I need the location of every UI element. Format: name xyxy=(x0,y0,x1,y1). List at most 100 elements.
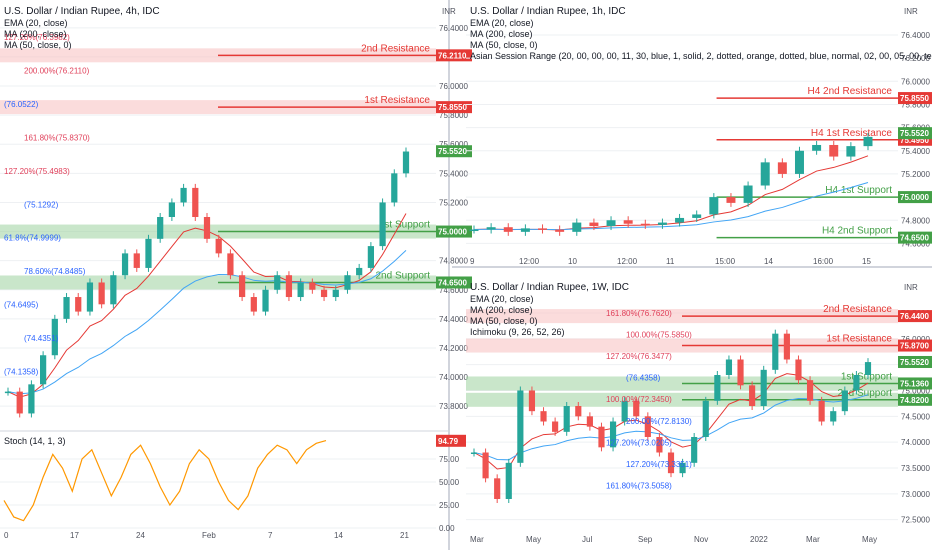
price-tag xyxy=(436,49,472,62)
price-tag-text: 75.1360 xyxy=(900,379,929,388)
candle xyxy=(575,406,582,417)
level-label: 2nd Support xyxy=(838,388,893,399)
candle xyxy=(86,282,94,312)
candle xyxy=(714,375,721,401)
candle xyxy=(145,238,152,268)
candle xyxy=(795,359,802,381)
candle xyxy=(180,187,187,203)
fib-label: 161.80%(76.7620) xyxy=(606,309,672,318)
candle xyxy=(586,416,593,427)
x-tick-label: 16:00 xyxy=(813,257,834,266)
candle xyxy=(4,391,12,394)
y-tick-label: 73.0000 xyxy=(901,490,930,499)
price-tag xyxy=(898,310,932,323)
y-tick-label: 74.2000 xyxy=(439,344,468,353)
level-label: 2nd Resistance xyxy=(823,304,892,315)
stoch-y-tick: 0.00 xyxy=(439,524,455,533)
ema20-line xyxy=(473,155,869,231)
x-tick-label: Nov xyxy=(694,535,708,544)
price-tag-text: 75.8550 xyxy=(900,94,929,103)
candle xyxy=(538,228,548,230)
candle xyxy=(830,411,837,422)
candle xyxy=(250,297,257,312)
candle xyxy=(28,384,35,414)
y-tick-label: 74.5000 xyxy=(901,412,930,421)
candle xyxy=(192,187,199,217)
price-tag-text: 75.8700 xyxy=(900,342,929,351)
price-tag xyxy=(898,339,932,352)
y-tick-label: 74.8000 xyxy=(901,216,930,225)
candle xyxy=(679,462,686,474)
level-label: H4 1st Resistance xyxy=(811,128,893,139)
stoch-title: Stoch (14, 1, 3) xyxy=(4,436,66,446)
candle xyxy=(709,197,719,215)
fib-label: 100.00%(72.3450) xyxy=(606,395,672,404)
candle xyxy=(356,267,363,276)
candle xyxy=(168,202,175,217)
candle xyxy=(528,390,536,412)
candle xyxy=(863,136,873,147)
y-tick-label: 76.4000 xyxy=(901,31,930,40)
unit-label: INR xyxy=(442,7,456,16)
fib-label: 200.00%(76.2110) xyxy=(24,66,90,75)
candle xyxy=(98,282,105,305)
indicator-legend: Asian Session Range (20, 00, 00, 00, 11,… xyxy=(470,51,932,61)
price-tag xyxy=(898,191,932,204)
stoch-value-tag xyxy=(436,434,466,447)
x-tick-label: 9 xyxy=(470,257,475,266)
fib-label: (76.4358) xyxy=(626,374,661,383)
x-tick-label: 11 xyxy=(666,257,675,266)
x-tick-label: 2022 xyxy=(750,535,768,544)
indicator-legend: MA (200, close) xyxy=(470,29,533,39)
price-tag xyxy=(898,92,932,105)
y-tick-label: 74.0000 xyxy=(439,373,468,382)
indicator-legend: MA (50, close, 0) xyxy=(470,40,538,50)
x-tick-label: Mar xyxy=(806,535,820,544)
price-tag xyxy=(898,393,932,406)
candle xyxy=(598,426,605,448)
fib-label: (74.4351) xyxy=(24,334,59,343)
candle xyxy=(486,227,496,230)
price-tag-text: 75.0000 xyxy=(900,193,929,202)
current-price-text: 75.5520 xyxy=(900,129,929,138)
y-tick-label: 75.4000 xyxy=(901,147,930,156)
candle xyxy=(379,202,386,247)
price-tag xyxy=(898,231,932,244)
candle xyxy=(609,421,617,448)
indicator-legend: Ichimoku (9, 26, 52, 26) xyxy=(470,327,565,337)
y-tick-label: 75.0000 xyxy=(901,387,930,396)
candle xyxy=(16,391,23,414)
level-label: 2nd Support xyxy=(376,270,431,281)
candle xyxy=(367,246,374,268)
fib-label: 100.00%(75.5850) xyxy=(626,331,692,340)
candle xyxy=(783,333,790,360)
candle xyxy=(640,223,650,226)
y-tick-label: 73.5000 xyxy=(901,464,930,473)
level-label: 1st Support xyxy=(379,220,430,231)
y-tick-label: 73.8000 xyxy=(439,402,468,411)
candle xyxy=(274,275,281,290)
indicator-legend: EMA (20, close) xyxy=(470,18,534,28)
price-tag-text: 75.4950 xyxy=(900,136,929,145)
y-tick-label: 74.6000 xyxy=(439,286,468,295)
candle xyxy=(552,421,559,432)
y-tick-label: 76.4000 xyxy=(439,24,468,33)
x-tick-label: May xyxy=(862,535,877,544)
candle xyxy=(749,385,756,406)
candle xyxy=(239,275,246,298)
candle xyxy=(121,253,129,276)
fib-label: (74.1358) xyxy=(4,368,39,377)
candle xyxy=(482,452,489,479)
candle xyxy=(777,162,787,174)
x-tick-label: Jul xyxy=(582,535,592,544)
fib-label: (76.0522) xyxy=(4,100,39,109)
fib-label: 127.20%(76.3982) xyxy=(4,33,70,42)
candle xyxy=(772,333,779,370)
price-tag xyxy=(436,225,472,238)
ma50-line xyxy=(473,394,869,461)
fib-label: (75.1292) xyxy=(24,200,59,209)
x-tick-label: Mar xyxy=(470,535,484,544)
x-tick-label: 7 xyxy=(268,531,273,540)
candle xyxy=(203,217,211,239)
candle xyxy=(285,275,293,298)
